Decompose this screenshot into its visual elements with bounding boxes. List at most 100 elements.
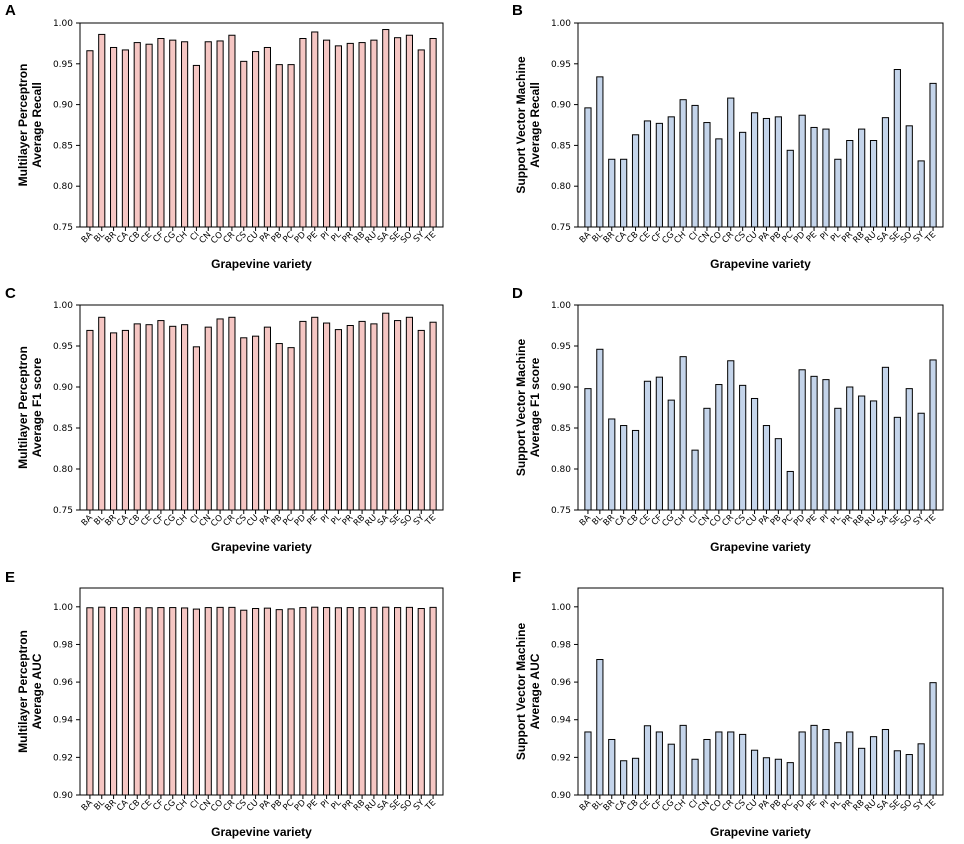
bar-bl <box>98 33 106 228</box>
bar-ch <box>181 607 189 796</box>
bar-ba <box>86 607 94 796</box>
panel-d: DBABLBRCACBCECFCGCHCICNCOCRCSCUPAPBPCPDP… <box>512 285 944 554</box>
bar-ch <box>679 356 687 511</box>
bar-se <box>394 320 402 511</box>
bar-sy <box>917 743 925 796</box>
bar-bl <box>98 606 106 796</box>
bar-ca <box>620 760 628 796</box>
bar-pe <box>810 126 818 228</box>
y-tick-label: 1.00 <box>53 603 73 613</box>
bar-cf <box>157 320 165 511</box>
y-axis-label: Multilayer PerceptronAverage AUC <box>16 630 44 753</box>
bar-cb <box>133 323 141 511</box>
bar-so <box>405 606 413 796</box>
bar-se <box>893 69 901 228</box>
x-axis-label: Grapevine variety <box>211 257 312 271</box>
plot-frame <box>79 22 444 228</box>
bar-cf <box>157 607 165 796</box>
y-axis-label-line1: Support Vector Machine <box>514 338 528 476</box>
x-tick-label: PE <box>305 798 319 812</box>
bar-pe <box>810 375 818 511</box>
plot-frame <box>79 304 444 511</box>
bar-pa <box>263 46 271 228</box>
y-axis-label-line2: Average AUC <box>30 653 44 729</box>
x-tick-label: TE <box>423 513 438 528</box>
x-tick-label: CH <box>174 798 190 814</box>
bar-bl <box>98 316 106 511</box>
bar-co <box>715 384 723 511</box>
y-tick-label: 0.80 <box>53 182 73 192</box>
bar-br <box>608 158 616 228</box>
bar-cr <box>228 316 236 511</box>
bar-cb <box>631 134 640 228</box>
y-tick-label: 0.85 <box>551 424 571 434</box>
bar-pc <box>786 149 794 228</box>
bar-pd <box>798 731 806 796</box>
x-tick-label: TE <box>423 230 438 245</box>
bar-pi <box>323 607 331 796</box>
y-tick-label: 0.75 <box>551 506 571 516</box>
bar-ca <box>121 607 129 796</box>
y-tick-label: 0.80 <box>551 465 571 475</box>
bar-rb <box>358 607 366 796</box>
y-axis-label: Multilayer PerceptronAverage F1 score <box>16 346 44 469</box>
x-tick-label: CH <box>174 230 190 246</box>
bar-ru <box>869 140 878 228</box>
bar-ba <box>584 107 592 228</box>
panel-letter: C <box>5 285 16 302</box>
bar-pb <box>275 64 283 228</box>
x-tick-label: PE <box>805 513 819 527</box>
y-tick-label: 0.90 <box>53 383 73 393</box>
panel-letter: A <box>5 2 16 19</box>
bar-cn <box>703 407 711 511</box>
y-tick-label: 0.75 <box>551 223 571 233</box>
bar-ba <box>86 329 94 511</box>
bar-cu <box>252 335 260 511</box>
y-tick-label: 0.96 <box>551 678 571 688</box>
bar-ca <box>620 158 628 228</box>
y-tick-label: 1.00 <box>53 19 73 29</box>
bar-rb <box>858 747 866 796</box>
panel-letter: D <box>512 285 523 302</box>
bar-sa <box>881 366 890 511</box>
y-tick-label: 0.85 <box>551 141 571 151</box>
bar-pd <box>299 607 307 796</box>
bar-pr <box>346 607 354 796</box>
bar-bl <box>596 76 604 228</box>
bar-so <box>905 754 913 796</box>
bar-pl <box>334 329 342 511</box>
bar-ba <box>584 731 592 796</box>
y-tick-label: 0.90 <box>53 791 73 801</box>
bar-cf <box>655 376 663 511</box>
y-tick-label: 1.00 <box>551 301 571 311</box>
bar-co <box>715 138 723 228</box>
bar-so <box>405 34 413 228</box>
bar-cg <box>169 39 177 228</box>
bar-cf <box>655 731 663 796</box>
x-tick-label: CH <box>174 513 190 529</box>
x-tick-label: PE <box>305 230 319 244</box>
x-axis-label: Grapevine variety <box>211 825 312 839</box>
bar-cr <box>727 360 735 511</box>
bar-pr <box>846 386 854 511</box>
bar-rb <box>858 128 866 228</box>
bar-pc <box>287 347 295 511</box>
bar-cb <box>133 607 141 796</box>
y-tick-label: 0.80 <box>53 465 73 475</box>
plot-frame <box>577 22 944 228</box>
bar-sy <box>417 49 425 228</box>
x-tick-label: CH <box>672 230 688 246</box>
y-tick-label: 0.80 <box>551 182 571 192</box>
bar-cr <box>727 97 735 228</box>
x-tick-label: CH <box>672 798 688 814</box>
bar-cu <box>252 608 260 796</box>
bar-sy <box>917 160 925 228</box>
y-axis-label-line2: Average AUC <box>528 653 542 729</box>
bar-pe <box>311 31 319 228</box>
y-tick-label: 0.92 <box>551 753 571 763</box>
plot-frame <box>577 587 944 796</box>
y-tick-label: 0.75 <box>53 223 73 233</box>
y-tick-label: 0.95 <box>551 60 571 70</box>
bar-ru <box>370 323 378 511</box>
